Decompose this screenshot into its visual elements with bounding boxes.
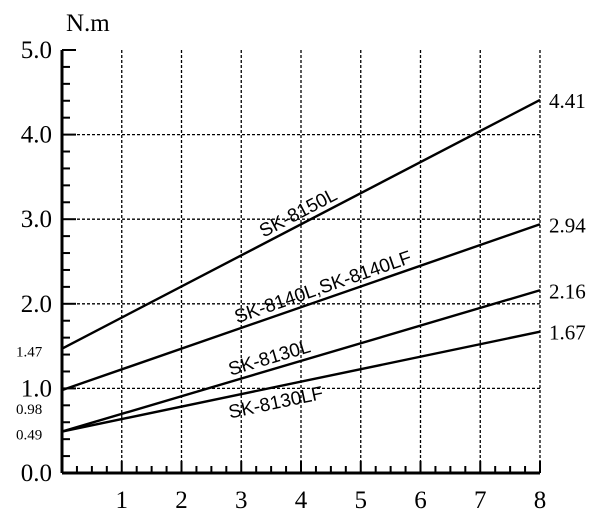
series-name-label: SK-8130LF	[227, 383, 325, 423]
x-tick-label: 5	[355, 487, 368, 514]
series-line	[61, 289, 541, 433]
x-tick-label: 1	[116, 487, 129, 514]
y-tick-label: 2.0	[21, 291, 52, 318]
series-name-label: SK-8140L,SK-8140LF	[232, 247, 415, 328]
grid	[62, 50, 541, 473]
y-value-label: 1.47	[16, 345, 43, 361]
y-tick-label: 5.0	[21, 37, 52, 64]
axes	[60, 49, 541, 475]
y-tick-label: 1.0	[21, 375, 52, 402]
x-tick-label: 2	[175, 487, 188, 514]
y-tick-label: 0.0	[21, 460, 52, 487]
x-tick-label: 4	[295, 487, 308, 514]
series-line	[61, 330, 541, 433]
series-name-label: SK-8130L	[226, 336, 313, 380]
x-tick-label: 3	[235, 487, 248, 514]
series-end-value-label: 2.16	[549, 279, 586, 303]
series-end-value-label: 1.67	[549, 321, 586, 345]
x-tick-label: 8	[534, 487, 547, 514]
series-end-value-label: 2.94	[549, 213, 586, 237]
x-tick-label: 6	[414, 487, 427, 514]
x-tick-label: 7	[474, 487, 487, 514]
y-axis-unit-label: N.m	[66, 10, 110, 37]
series-line	[61, 223, 541, 392]
y-value-label: 0.98	[16, 402, 42, 418]
tick-labels: 0.0 1.0 2.0 3.0 4.0 5.0 1.47 0.98 0.49 1 2 3 4 5 6 7 8	[16, 37, 546, 514]
series-labels: 4.41 SK-8150L 2.94 SK-8140L,SK-8140LF 2.16 SK…	[226, 89, 586, 423]
series-line	[61, 98, 541, 350]
y-tick-label: 3.0	[21, 206, 52, 233]
y-value-label: 0.49	[16, 428, 42, 444]
series-name-label: SK-8150L	[256, 185, 341, 243]
series-end-value-label: 4.41	[549, 89, 586, 113]
y-tick-label: 4.0	[21, 122, 52, 149]
series-lines	[61, 98, 541, 433]
